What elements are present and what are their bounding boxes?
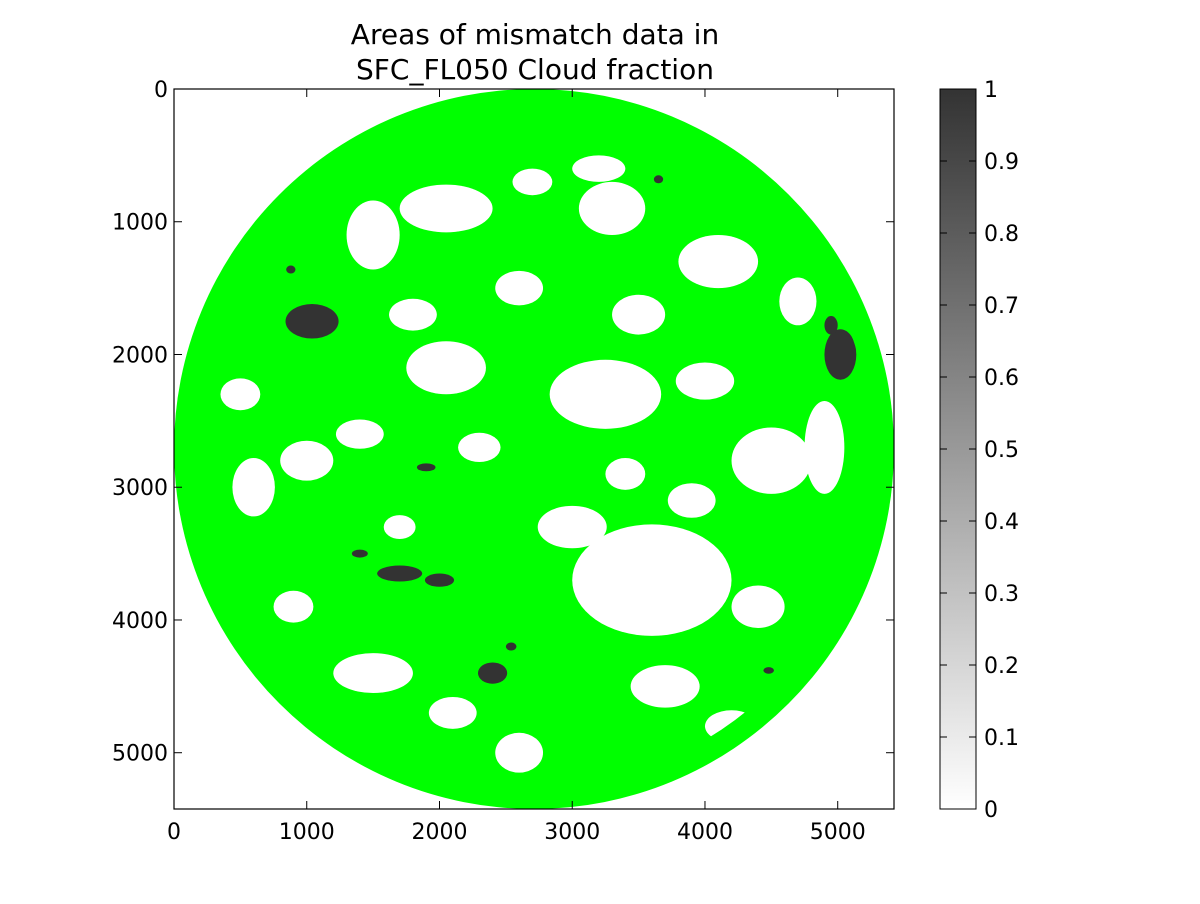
colorbar-tick-label: 1 [984,78,998,103]
clear-region [280,440,334,481]
plot-area [174,89,894,809]
clear-region [572,155,626,182]
clear-region [630,665,700,708]
clear-region [232,458,275,517]
clear-region [612,294,666,335]
colorbar-tick-label: 0.9 [984,150,1019,175]
mismatch-region [824,329,857,380]
colorbar-tick-label: 0 [984,798,998,823]
chart-title-line-1: Areas of mismatch data in [351,18,719,51]
y-tick-label: 3000 [112,476,168,501]
mismatch-region [505,642,517,651]
clear-region [389,298,437,331]
mismatch-region [653,175,664,184]
mismatch-region [351,549,368,558]
clear-region [406,341,486,395]
clear-region [273,590,314,623]
x-axis: 0 1000 2000 3000 4000 5000 [167,89,866,845]
mismatch-region [477,662,508,684]
y-tick-label: 0 [154,78,168,103]
clear-region [335,419,384,449]
mismatch-region [285,304,339,339]
clear-region [346,200,400,270]
clear-region [731,585,785,628]
y-tick-label: 5000 [112,742,168,767]
colorbar-tick-label: 0.6 [984,366,1019,391]
clear-region [605,458,646,490]
x-tick-label: 3000 [544,820,600,845]
clear-region [779,277,817,326]
colorbar-tick-label: 0.4 [984,510,1019,535]
mismatch-region [286,265,296,274]
x-tick-label: 5000 [810,820,866,845]
clear-region [428,696,477,729]
clear-region [512,168,553,196]
clear-region [804,400,845,494]
clear-region [572,524,732,636]
colorbar-tick-label: 0.5 [984,438,1019,463]
y-tick-label: 1000 [112,211,168,236]
mismatch-region [424,573,455,587]
mismatch-region [416,463,436,472]
clear-region [675,362,735,400]
mismatch-region [824,315,838,335]
clear-region [399,184,493,233]
clear-region [383,515,416,539]
colorbar-tick-label: 0.7 [984,294,1019,319]
clear-region [667,483,716,518]
clear-region [537,505,607,549]
clear-region [495,732,544,773]
x-tick-label: 4000 [677,820,733,845]
chart-title-line-2: SFC_FL050 Cloud fraction [356,53,714,86]
clear-region [220,378,261,411]
colorbar-tick-label: 0.3 [984,582,1019,607]
x-tick-label: 0 [167,820,181,845]
colorbar-axis: 0 0.1 0.2 0.3 0.4 0.5 0.6 0.7 0.8 0.9 1 [940,78,1019,823]
y-tick-label: 4000 [112,609,168,634]
y-axis: 0 1000 2000 3000 4000 5000 [112,78,894,767]
x-tick-label: 2000 [411,820,467,845]
y-tick-label: 2000 [112,343,168,368]
colorbar-tick-label: 0.8 [984,222,1019,247]
clear-region [578,181,646,236]
clear-region [333,653,413,693]
mismatch-region [763,667,774,674]
clear-region [458,432,501,463]
disk-interior [220,155,857,776]
clear-region [731,427,812,494]
clear-region [678,235,759,289]
mismatch-region [377,565,423,582]
x-tick-label: 1000 [279,820,335,845]
axes-frame [173,88,895,810]
colorbar-tick-label: 0.2 [984,654,1019,679]
clear-region [549,359,662,429]
colorbar-tick-label: 0.1 [984,726,1019,751]
clear-region [495,270,544,306]
